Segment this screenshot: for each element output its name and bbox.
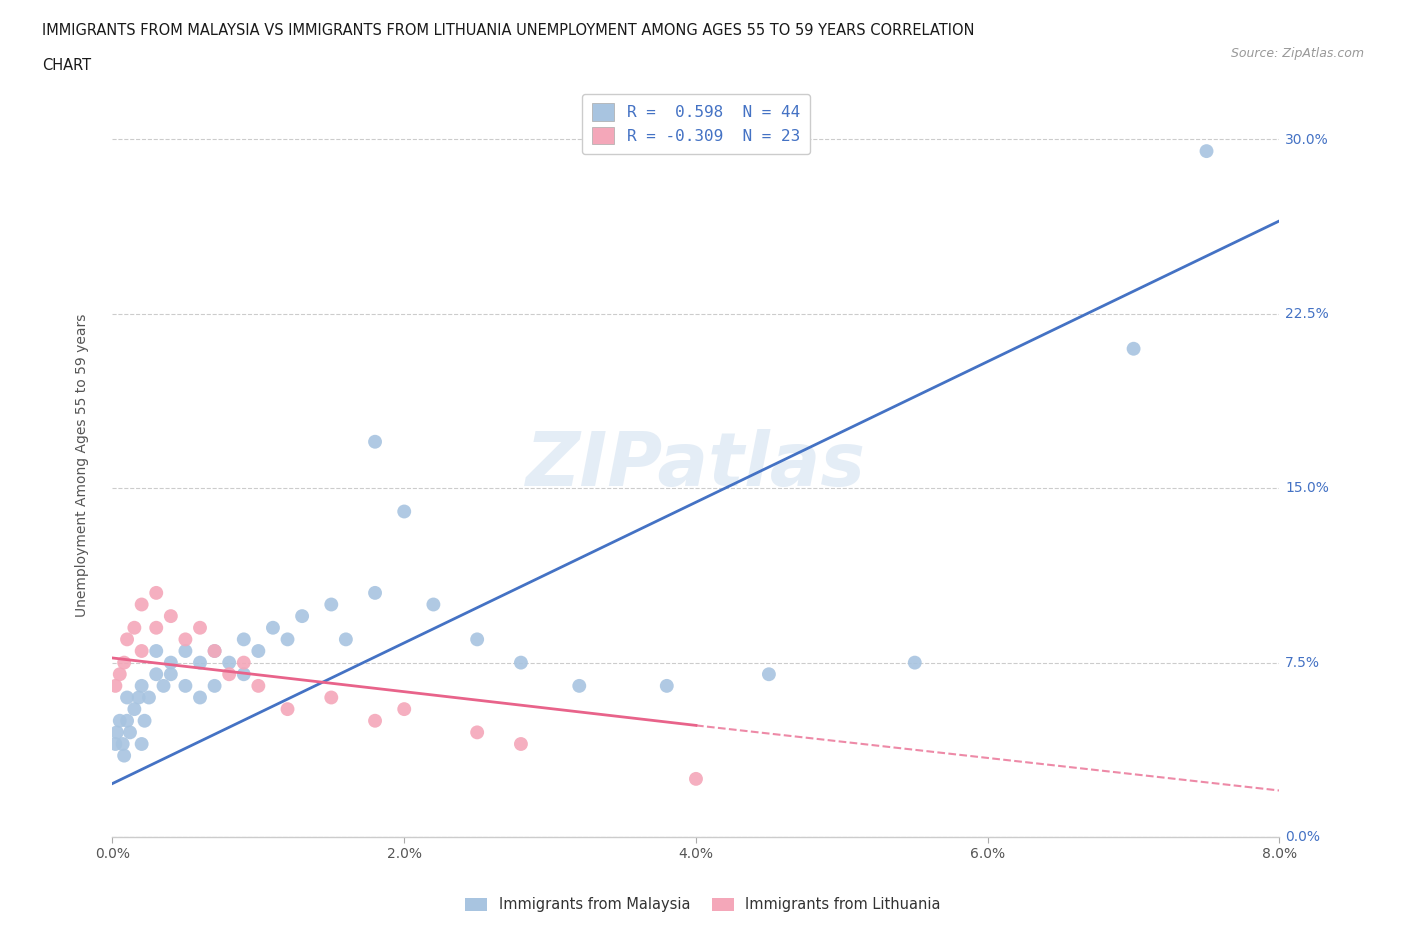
Point bbox=[104, 679, 127, 694]
Point bbox=[321, 690, 343, 705]
Point bbox=[145, 586, 167, 601]
Point bbox=[152, 679, 174, 694]
Point bbox=[758, 667, 780, 682]
Point bbox=[465, 632, 488, 647]
Point bbox=[204, 679, 226, 694]
Text: CHART: CHART bbox=[42, 58, 91, 73]
Point bbox=[685, 772, 707, 787]
Point bbox=[465, 725, 488, 740]
Point bbox=[188, 620, 211, 635]
Point bbox=[392, 504, 416, 519]
Point bbox=[204, 644, 226, 658]
Point bbox=[145, 644, 167, 658]
Point bbox=[364, 713, 387, 728]
Point bbox=[131, 644, 153, 658]
Point bbox=[174, 644, 197, 658]
Point bbox=[247, 644, 270, 658]
Point bbox=[335, 632, 357, 647]
Point bbox=[232, 655, 254, 670]
Point bbox=[115, 713, 138, 728]
Point bbox=[112, 748, 135, 763]
Point bbox=[232, 667, 254, 682]
Point bbox=[291, 609, 314, 624]
Point bbox=[1195, 144, 1218, 159]
Point bbox=[118, 725, 141, 740]
Point bbox=[174, 632, 197, 647]
Point bbox=[422, 597, 444, 612]
Point bbox=[128, 690, 150, 705]
Text: Source: ZipAtlas.com: Source: ZipAtlas.com bbox=[1230, 46, 1364, 60]
Point bbox=[276, 701, 298, 716]
Y-axis label: Unemployment Among Ages 55 to 59 years: Unemployment Among Ages 55 to 59 years bbox=[75, 313, 89, 617]
Point bbox=[204, 644, 226, 658]
Point bbox=[247, 679, 270, 694]
Text: 30.0%: 30.0% bbox=[1285, 132, 1329, 147]
Point bbox=[112, 655, 135, 670]
Point bbox=[188, 690, 211, 705]
Point bbox=[364, 586, 387, 601]
Point bbox=[105, 725, 128, 740]
Point bbox=[392, 701, 416, 716]
Point bbox=[188, 655, 211, 670]
Point bbox=[145, 667, 167, 682]
Text: 7.5%: 7.5% bbox=[1285, 656, 1320, 670]
Text: ZIPatlas: ZIPatlas bbox=[526, 429, 866, 501]
Point bbox=[364, 434, 387, 449]
Point bbox=[138, 690, 160, 705]
Text: 0.0%: 0.0% bbox=[1285, 830, 1320, 844]
Point bbox=[131, 679, 153, 694]
Point bbox=[160, 609, 183, 624]
Point bbox=[124, 701, 146, 716]
Point bbox=[111, 737, 134, 751]
Point bbox=[568, 679, 591, 694]
Point bbox=[218, 655, 240, 670]
Point bbox=[174, 679, 197, 694]
Point bbox=[276, 632, 298, 647]
Point bbox=[131, 597, 153, 612]
Point bbox=[509, 655, 531, 670]
Point bbox=[232, 632, 254, 647]
Legend: Immigrants from Malaysia, Immigrants from Lithuania: Immigrants from Malaysia, Immigrants fro… bbox=[460, 891, 946, 918]
Point bbox=[104, 737, 127, 751]
Point bbox=[509, 737, 531, 751]
Text: IMMIGRANTS FROM MALAYSIA VS IMMIGRANTS FROM LITHUANIA UNEMPLOYMENT AMONG AGES 55: IMMIGRANTS FROM MALAYSIA VS IMMIGRANTS F… bbox=[42, 23, 974, 38]
Point bbox=[115, 632, 138, 647]
Point bbox=[321, 597, 343, 612]
Point bbox=[262, 620, 284, 635]
Point bbox=[131, 737, 153, 751]
Point bbox=[218, 667, 240, 682]
Point bbox=[124, 620, 146, 635]
Point bbox=[108, 667, 131, 682]
Point bbox=[134, 713, 156, 728]
Point bbox=[108, 713, 131, 728]
Point bbox=[145, 620, 167, 635]
Legend: R =  0.598  N = 44, R = -0.309  N = 23: R = 0.598 N = 44, R = -0.309 N = 23 bbox=[582, 94, 810, 154]
Point bbox=[160, 655, 183, 670]
Text: 15.0%: 15.0% bbox=[1285, 481, 1329, 496]
Point bbox=[115, 690, 138, 705]
Text: 22.5%: 22.5% bbox=[1285, 307, 1329, 321]
Point bbox=[160, 667, 183, 682]
Point bbox=[1122, 341, 1144, 356]
Point bbox=[904, 655, 927, 670]
Point bbox=[655, 679, 678, 694]
